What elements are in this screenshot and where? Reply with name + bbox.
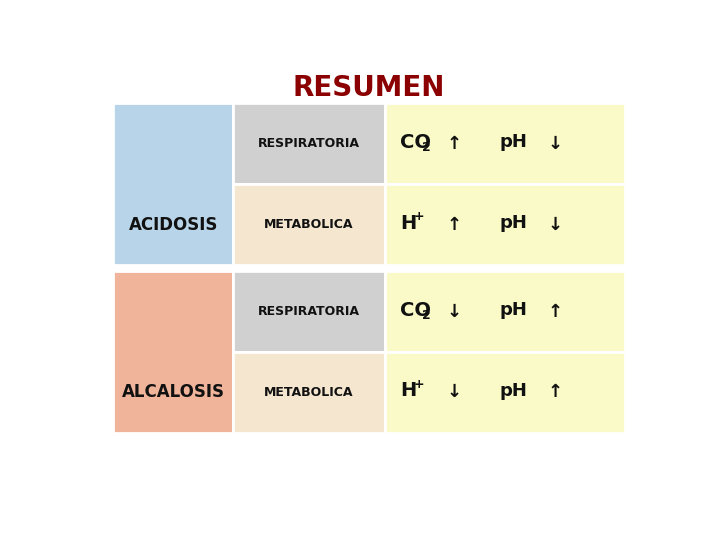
Bar — [233, 352, 384, 433]
Text: pH: pH — [499, 214, 527, 232]
Text: H: H — [400, 213, 416, 233]
Text: ↑: ↑ — [446, 134, 462, 153]
Bar — [384, 184, 625, 265]
Text: 2: 2 — [422, 309, 431, 322]
Bar — [113, 271, 233, 433]
Text: CO: CO — [400, 301, 431, 320]
Text: METABOLICA: METABOLICA — [264, 218, 354, 231]
Text: ACIDOSIS: ACIDOSIS — [129, 215, 218, 234]
Bar — [384, 103, 625, 184]
Text: 2: 2 — [422, 141, 431, 154]
Text: pH: pH — [499, 382, 527, 400]
Bar — [113, 103, 233, 265]
Bar — [233, 103, 384, 184]
Text: ↑: ↑ — [446, 215, 462, 234]
Text: +: + — [414, 378, 425, 392]
Text: METABOLICA: METABOLICA — [264, 386, 354, 399]
Text: ↓: ↓ — [547, 215, 562, 234]
Text: +: + — [414, 211, 425, 224]
Text: CO: CO — [400, 133, 431, 152]
Text: ↑: ↑ — [547, 383, 562, 401]
Text: ↑: ↑ — [547, 302, 562, 321]
Text: ↓: ↓ — [446, 383, 462, 401]
Text: RESPIRATORIA: RESPIRATORIA — [258, 305, 360, 318]
Text: RESUMEN: RESUMEN — [293, 74, 445, 102]
Bar — [384, 271, 625, 352]
Bar — [233, 271, 384, 352]
Text: ALCALOSIS: ALCALOSIS — [122, 383, 225, 401]
Text: pH: pH — [499, 301, 527, 319]
Text: H: H — [400, 381, 416, 400]
Text: ↓: ↓ — [547, 134, 562, 153]
Text: RESPIRATORIA: RESPIRATORIA — [258, 137, 360, 150]
Text: pH: pH — [499, 133, 527, 151]
Bar — [233, 184, 384, 265]
Text: ↓: ↓ — [446, 302, 462, 321]
Bar — [384, 352, 625, 433]
